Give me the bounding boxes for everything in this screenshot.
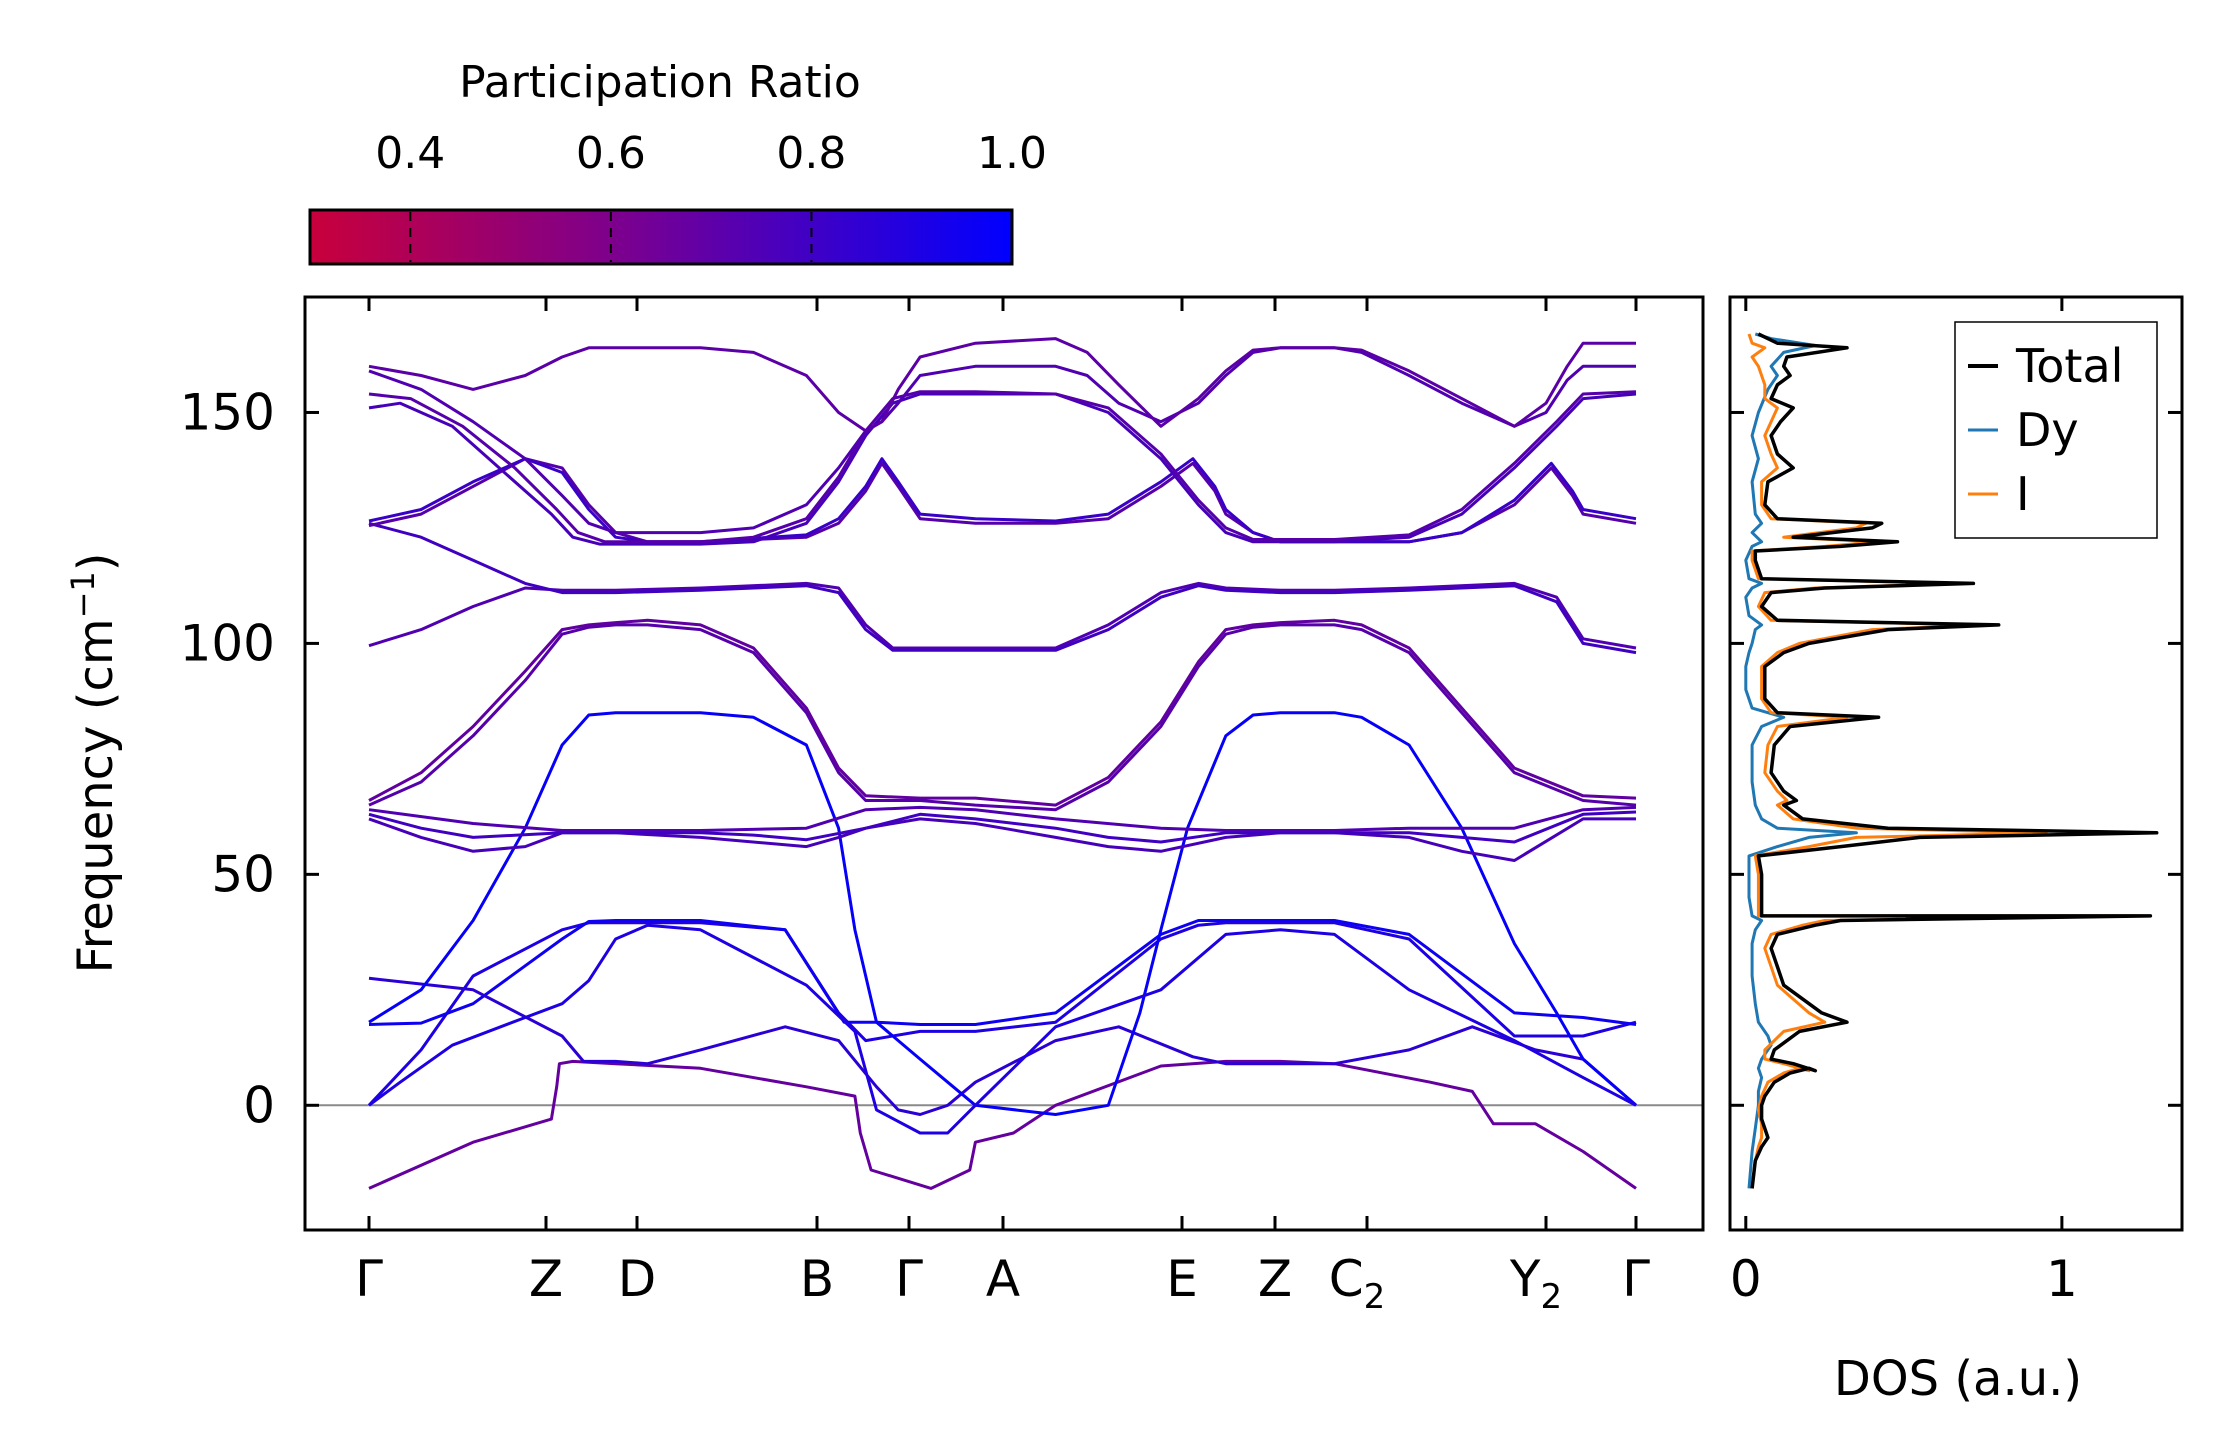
band-lines xyxy=(367,337,1637,1190)
y-axis-label-sup: −1 xyxy=(64,571,102,618)
x-tick-label-main: Y xyxy=(1509,1250,1541,1308)
x-tick-label: E xyxy=(1166,1250,1198,1308)
dos-x-tick-label: 0 xyxy=(1730,1250,1762,1308)
x-tick-label-main: Z xyxy=(1258,1250,1292,1308)
x-tick-label-main: E xyxy=(1166,1250,1198,1308)
x-tick-label-sub: 2 xyxy=(1540,1277,1562,1317)
colorbar-title: Participation Ratio xyxy=(459,57,861,108)
colorbar-gradient xyxy=(308,208,1014,266)
y-axis-label: Frequency (cm−1) xyxy=(64,552,124,973)
band-y-ticks: 0 50 100 150 xyxy=(180,383,319,1134)
x-tick-label: Z xyxy=(529,1250,563,1308)
band-band-16 xyxy=(368,392,1637,546)
band-band-6 xyxy=(368,923,1637,1135)
band-band-17 xyxy=(368,390,1637,544)
band-band-11 xyxy=(368,618,1637,807)
band-band-13 xyxy=(368,521,1637,655)
colorbar-tick-label: 1.0 xyxy=(977,128,1047,179)
y-tick-label: 50 xyxy=(211,845,275,903)
band-band-7 xyxy=(368,817,1636,862)
colorbar: Participation Ratio 0.4 0.6 0.8 1.0 xyxy=(308,57,1047,266)
legend-label-total: Total xyxy=(2015,339,2123,393)
dos-x-tick-label: 1 xyxy=(2046,1250,2078,1308)
dos-legend: Total Dy I xyxy=(1954,321,2158,539)
y-tick-label: 150 xyxy=(180,383,275,441)
band-band-5 xyxy=(368,711,1637,1116)
dos-axes-frame xyxy=(1728,295,2184,1232)
dos-y-ticks xyxy=(1730,410,2182,1107)
band-x-ticks: Γ Z D B Γ A E Z C2 Y2 Γ xyxy=(355,297,1650,1317)
band-band-10 xyxy=(368,623,1637,812)
x-tick-label-main: C xyxy=(1329,1250,1364,1308)
x-tick-label: C2 xyxy=(1329,1250,1386,1317)
band-band-2 xyxy=(367,921,1637,1107)
dos-x-axis-label: DOS (a.u.) xyxy=(1834,1351,2082,1407)
x-tick-label-main: Z xyxy=(529,1250,563,1308)
x-tick-label: Y2 xyxy=(1509,1250,1562,1317)
x-tick-label-main: Γ xyxy=(355,1250,383,1308)
legend-label-i: I xyxy=(2016,467,2030,521)
x-tick-label-main: Γ xyxy=(895,1250,923,1308)
x-tick-label: Z xyxy=(1258,1250,1292,1308)
x-tick-label: Γ xyxy=(1622,1250,1650,1308)
band-band-9 xyxy=(368,805,1637,832)
band-band-4 xyxy=(368,976,1637,1116)
band-band-18 xyxy=(368,346,1636,535)
band-band-12 xyxy=(368,581,1637,650)
y-tick-label: 100 xyxy=(180,614,275,672)
x-tick-label: B xyxy=(800,1250,834,1308)
dos-line-total xyxy=(1750,332,2159,1189)
x-tick-label: A xyxy=(986,1250,1020,1308)
legend-items: Total Dy I xyxy=(1968,339,2123,521)
band-band-15 xyxy=(368,457,1637,544)
band-axes-frame xyxy=(303,295,1705,1232)
x-tick-label-main: D xyxy=(618,1250,657,1308)
y-axis-label-main: Frequency (cm xyxy=(68,618,124,973)
y-tick-label: 0 xyxy=(243,1076,275,1134)
dos-line-dy xyxy=(1744,332,1858,1189)
x-tick-label-main: A xyxy=(986,1250,1020,1308)
x-tick-label: D xyxy=(618,1250,657,1308)
band-band-1 xyxy=(368,1059,1637,1190)
colorbar-ticks: 0.4 0.6 0.8 1.0 xyxy=(375,128,1047,262)
dos-lines xyxy=(1744,332,2159,1189)
dos-line-i xyxy=(1747,333,2143,1189)
band-band-8 xyxy=(368,810,1637,844)
x-tick-label: Γ xyxy=(355,1250,383,1308)
x-tick-label-sub: 2 xyxy=(1364,1277,1386,1317)
colorbar-tick-label: 0.4 xyxy=(375,128,445,179)
band-band-19 xyxy=(368,337,1636,433)
x-tick-label-main: Γ xyxy=(1622,1250,1650,1308)
band-band-3 xyxy=(368,919,1637,1026)
legend-label-dy: Dy xyxy=(2016,403,2079,457)
colorbar-tick-label: 0.8 xyxy=(776,128,846,179)
colorbar-tick-label: 0.6 xyxy=(576,128,646,179)
y-axis-label-close: ) xyxy=(68,552,124,571)
x-tick-label-main: B xyxy=(800,1250,834,1308)
x-tick-label: Γ xyxy=(895,1250,923,1308)
